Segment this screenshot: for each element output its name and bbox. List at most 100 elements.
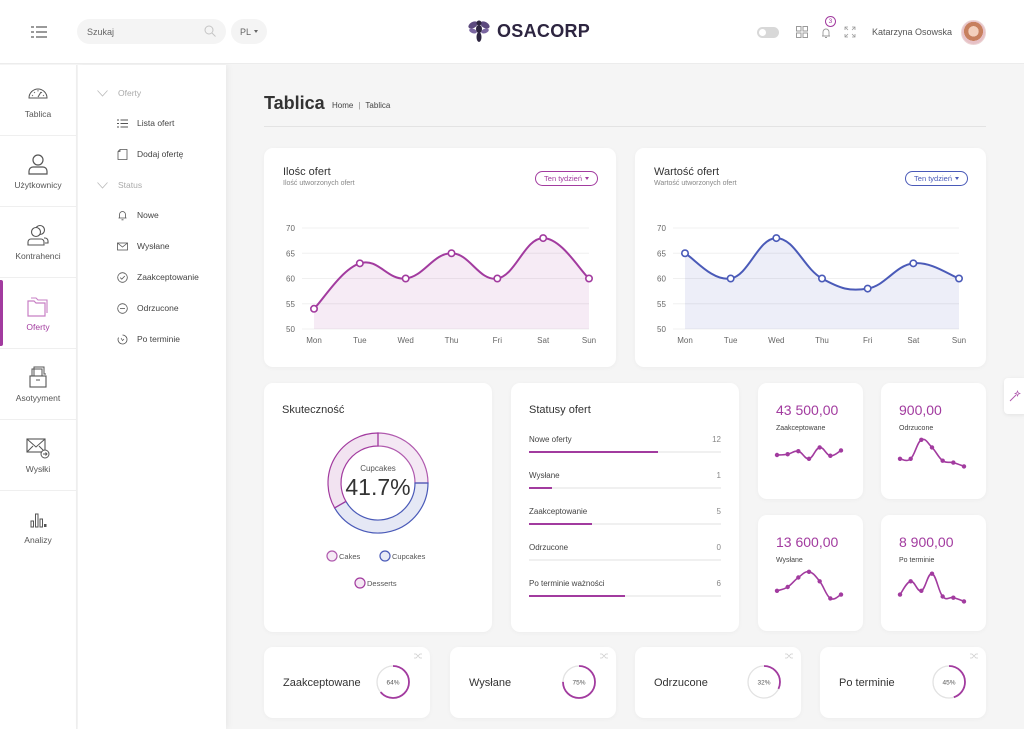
rail-item-asotyyment[interactable]: Asotyyment [0, 349, 76, 420]
kpi-card-odrzucone[interactable]: Odrzucone 32% [635, 647, 801, 718]
spark-card-zaakceptowane[interactable]: 43 500,00 Zaakceptowane [758, 383, 863, 499]
ring-progress [376, 665, 410, 699]
customizer-button[interactable] [1004, 378, 1024, 414]
sparkline-point [929, 571, 935, 576]
x-tick-label: Sat [537, 336, 550, 345]
period-value: Ten tydzień [544, 174, 582, 183]
submenu-item-lista-ofert[interactable]: Lista ofert [78, 113, 226, 133]
rail-label: Tablica [24, 108, 52, 119]
x-tick-label: Mon [306, 336, 322, 345]
theme-toggle[interactable] [756, 26, 779, 38]
submenu-item-dodaj-oferte[interactable]: Dodaj ofertę [78, 144, 226, 164]
rail-item-kontrahenci[interactable]: Kontrahenci [0, 207, 76, 278]
period-dropdown[interactable]: Ten tydzień [905, 171, 968, 186]
sparkline-point [796, 449, 801, 454]
ring-progress [747, 665, 781, 699]
shuffle-icon[interactable] [970, 653, 978, 659]
search-input[interactable] [87, 26, 197, 37]
chevron-down-icon [585, 177, 589, 180]
status-row[interactable]: Zaakceptowanie 5 [529, 506, 721, 542]
search-icon[interactable] [204, 25, 216, 37]
status-row[interactable]: Wysłane 1 [529, 470, 721, 506]
rail-item-analizy[interactable]: Analizy [0, 491, 76, 562]
spark-card-po-terminie[interactable]: 8 900,00 Po terminie [881, 515, 986, 631]
submenu-item-nowe[interactable]: Nowe [78, 205, 226, 225]
apps-grid-icon[interactable] [795, 26, 808, 38]
notification-badge: 3 [824, 16, 836, 27]
submenu-item-zaakceptowanie[interactable]: Zaakceptowanie [78, 267, 226, 287]
status-progress-fill [529, 595, 625, 597]
menu-toggle-icon[interactable] [31, 26, 47, 38]
card-title: Statusy ofert [529, 404, 591, 416]
legend-marker[interactable] [326, 550, 338, 562]
status-row[interactable]: Po terminie ważności 6 [529, 578, 721, 614]
progress-ring: 32% [747, 665, 781, 699]
legend-label[interactable]: Cakes [339, 552, 361, 561]
data-point [447, 249, 456, 258]
submenu-group-oferty[interactable]: Oferty [78, 83, 226, 103]
area-fill [314, 238, 589, 329]
shuffle-icon[interactable] [785, 653, 793, 659]
rail-item-wysylki[interactable]: Wysłki [0, 420, 76, 491]
avatar[interactable] [961, 19, 986, 45]
status-label: Odrzucone [529, 543, 569, 552]
status-row[interactable]: Nowe oferty 12 [529, 434, 721, 470]
data-point [863, 284, 872, 293]
legend-marker[interactable] [379, 550, 391, 562]
submenu-group-label: Oferty [118, 88, 142, 98]
period-value: Ten tydzień [914, 174, 952, 183]
language-select[interactable]: PL [231, 19, 267, 44]
sparkline-point [838, 592, 844, 597]
rail-item-uzytkownicy[interactable]: Użytkownicy [0, 136, 76, 207]
notifications-button[interactable]: 3 [820, 16, 836, 38]
kpi-card-wyslane[interactable]: Wysłane 75% [450, 647, 616, 718]
y-tick-label: 70 [657, 224, 666, 233]
x-tick-label: Fri [863, 336, 873, 345]
rail-item-tablica[interactable]: Tablica [0, 65, 76, 136]
y-tick-label: 65 [286, 249, 295, 258]
sparkline-point [919, 437, 924, 442]
archive-box-icon [29, 366, 47, 388]
donut-center-label: Cupcakes [360, 464, 396, 473]
submenu-group-status[interactable]: Status [78, 175, 226, 195]
sparkline-point [774, 588, 780, 593]
page-title: Tablica [264, 93, 325, 113]
period-dropdown[interactable]: Ten tydzień [535, 171, 598, 186]
progress-ring: 75% [562, 665, 596, 699]
sparkline-point [897, 456, 903, 461]
kpi-card-po-terminie[interactable]: Po terminie 45% [820, 647, 986, 718]
ring-percent-label: 75% [572, 680, 585, 687]
submenu-item-po-terminie[interactable]: Po terminie [78, 329, 226, 349]
legend-label[interactable]: Desserts [367, 579, 397, 588]
legend-marker[interactable] [354, 577, 366, 589]
y-tick-label: 55 [286, 300, 295, 309]
sparkline-point [785, 584, 790, 590]
sparkline-point [828, 596, 833, 601]
amount: 900,00 [899, 402, 942, 418]
sparkline-point [929, 445, 935, 450]
breadcrumb-home[interactable]: Home [332, 101, 354, 110]
fullscreen-icon[interactable] [844, 26, 856, 38]
spark-card-odrzucone[interactable]: 900,00 Odrzucone [881, 383, 986, 499]
data-point [772, 234, 781, 243]
submenu-item-odrzucone[interactable]: Odrzucone [78, 298, 226, 318]
submenu-item-wyslane[interactable]: Wysłane [78, 236, 226, 256]
shuffle-icon[interactable] [600, 653, 608, 659]
shuffle-icon[interactable] [414, 653, 422, 659]
brand-logo[interactable]: OSACORP [467, 18, 590, 44]
legend-label[interactable]: Cupcakes [392, 552, 426, 561]
brand-name: OSACORP [497, 20, 591, 41]
sparkline-point [940, 458, 945, 463]
status-progress-fill [529, 451, 658, 453]
rail-item-oferty[interactable]: Oferty [0, 278, 76, 349]
status-row[interactable]: Odrzucone 0 [529, 542, 721, 578]
kpi-card-zaakceptowane[interactable]: Zaakceptowane 64% [264, 647, 430, 718]
user-name[interactable]: Katarzyna Osowska [871, 27, 952, 37]
donut-center-value: 41.7% [345, 474, 410, 500]
magic-wand-icon [1009, 390, 1021, 402]
minus-circle-icon [117, 302, 128, 314]
status-progress-track [529, 451, 721, 453]
y-tick-label: 55 [657, 300, 666, 309]
spark-card-wyslane[interactable]: 13 600,00 Wysłane [758, 515, 863, 631]
